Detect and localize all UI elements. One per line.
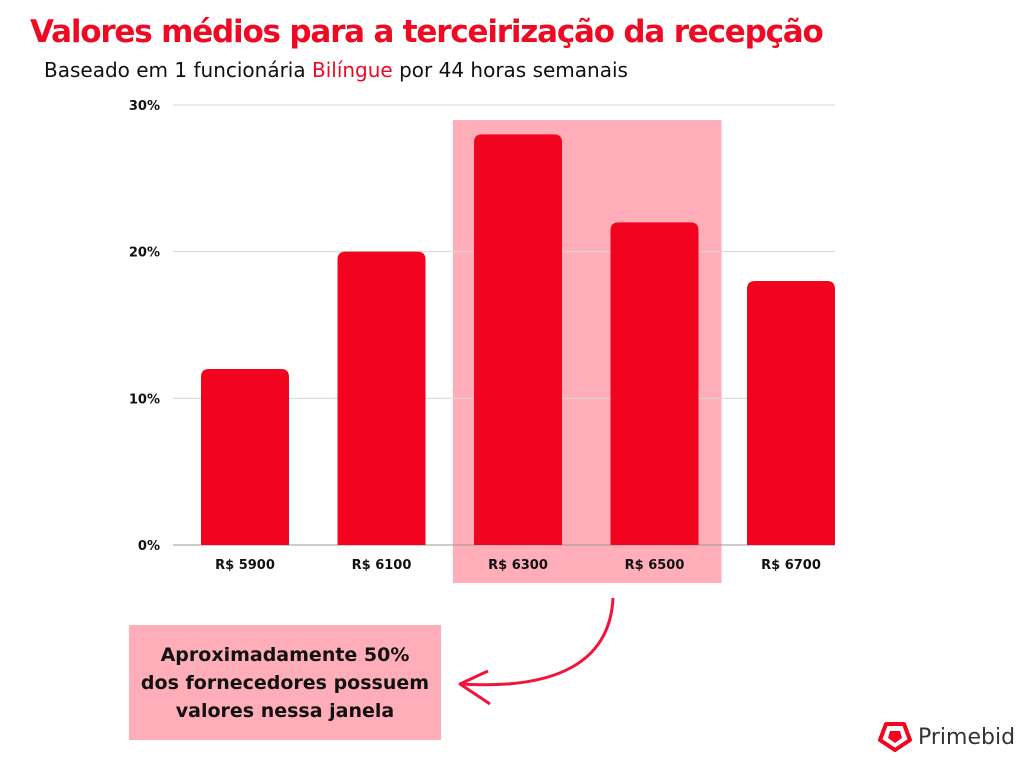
arrow-head-icon (458, 669, 491, 706)
bar-r-6700 (747, 281, 835, 545)
primebid-logo-icon (878, 722, 912, 752)
logo-text: Primebid (918, 724, 1016, 750)
y-tick-label: 30% (129, 99, 160, 114)
subtitle-highlight: Bilíngue (311, 58, 393, 82)
callout-line: Aproximadamente 50% (160, 643, 410, 666)
bar-r-6300 (474, 134, 562, 546)
bar-r-6100 (337, 251, 426, 545)
x-tick-label: R$ 6100 (352, 558, 412, 573)
chart-subtitle: Baseado em 1 funcionária Bilíngue por 44… (44, 58, 628, 82)
callout-arrow (461, 597, 615, 687)
y-tick-label: 10% (129, 392, 160, 407)
subtitle-text-end: por 44 horas semanais (392, 58, 628, 82)
y-tick-label: 0% (138, 539, 160, 554)
x-tick-label: R$ 6500 (625, 558, 685, 573)
bar-r-6500 (610, 222, 699, 546)
y-tick-label: 20% (129, 246, 160, 261)
chart-title: Valores médios para a terceirização da r… (30, 14, 824, 50)
subtitle-text: Baseado em 1 funcionária (44, 58, 312, 82)
x-tick-label: R$ 6700 (761, 558, 821, 573)
x-tick-label: R$ 5900 (215, 558, 275, 573)
callout-line: valores nessa janela (175, 699, 395, 722)
bar-r-5900 (201, 369, 289, 545)
primebid-logo: Primebid (878, 722, 1015, 752)
callout-line: dos fornecedores possuem (140, 671, 430, 694)
x-tick-label: R$ 6300 (488, 558, 548, 573)
callout-box: Aproximadamente 50% dos fornecedores pos… (129, 625, 441, 740)
